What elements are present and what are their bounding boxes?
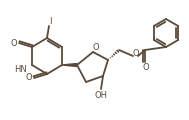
Text: O: O	[11, 39, 17, 48]
Polygon shape	[62, 63, 77, 66]
Text: O: O	[133, 49, 139, 59]
Text: O: O	[143, 63, 149, 72]
Text: I: I	[49, 17, 51, 26]
Text: OH: OH	[94, 90, 108, 99]
Text: O: O	[26, 73, 32, 83]
Text: HN: HN	[14, 65, 27, 73]
Text: O: O	[93, 42, 99, 51]
